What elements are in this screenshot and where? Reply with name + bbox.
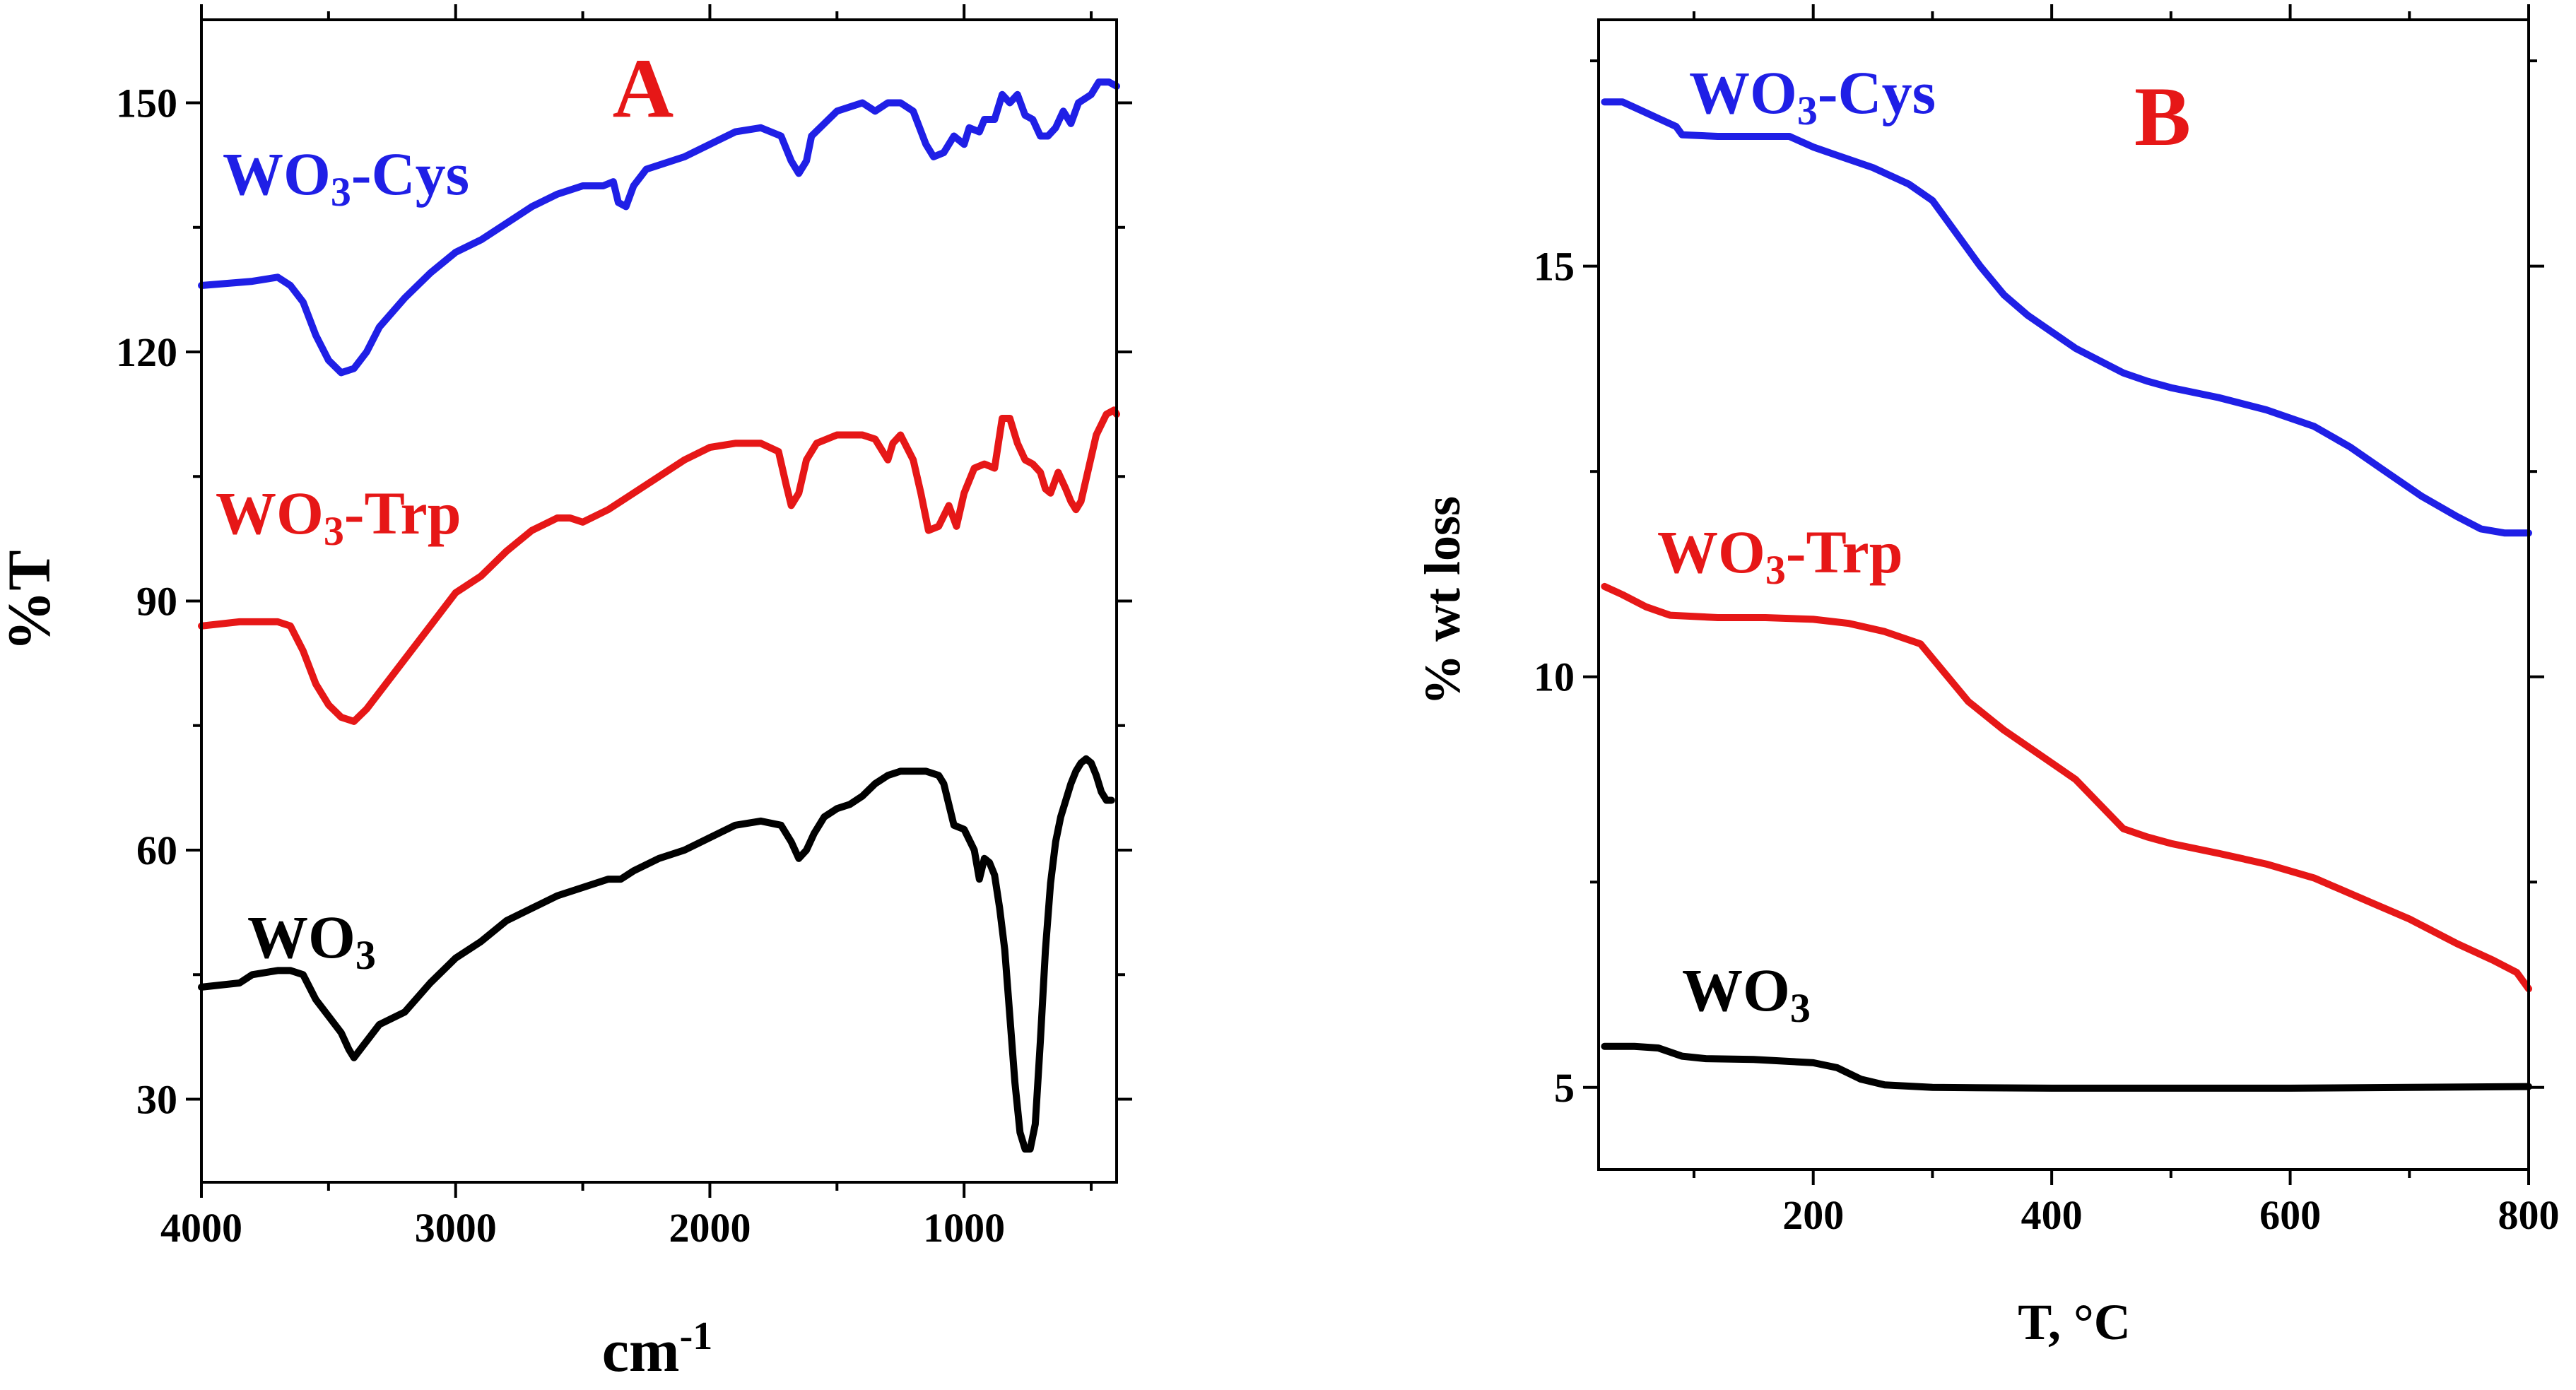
series-label-sub: 3 bbox=[1797, 88, 1818, 134]
x-tick-label: 400 bbox=[2021, 1192, 2083, 1238]
series-label-sub: 3 bbox=[324, 508, 344, 554]
series-label-tail: -Trp bbox=[1786, 518, 1903, 586]
x-tick-label: 200 bbox=[1782, 1192, 1844, 1238]
x-tick-label: 3000 bbox=[415, 1205, 497, 1251]
series-line-0 bbox=[1601, 98, 2532, 537]
series-label-sub: 3 bbox=[331, 169, 351, 215]
series-label-tail: -Trp bbox=[344, 479, 461, 547]
x-tick-label: 2000 bbox=[669, 1205, 751, 1251]
x-axis-label-main: cm bbox=[602, 1317, 680, 1384]
series-line-0 bbox=[198, 78, 1120, 377]
x-axis-label-sup: -1 bbox=[680, 1314, 713, 1358]
y-axis-label: %T bbox=[0, 550, 63, 651]
x-tick-label: 1000 bbox=[923, 1205, 1005, 1251]
series-label-2: WO3 bbox=[1682, 956, 1811, 1031]
x-axis-label: T, °C bbox=[2018, 1294, 2130, 1350]
series-label-0: WO3-Cys bbox=[1689, 59, 1936, 134]
series-line-2 bbox=[198, 755, 1115, 1153]
x-tick-label: 4000 bbox=[160, 1205, 242, 1251]
x-axis-label: cm-1 bbox=[602, 1314, 712, 1384]
panel-letter: A bbox=[613, 41, 674, 135]
series-label-main: WO bbox=[247, 903, 355, 971]
series-label-sub: 3 bbox=[355, 932, 376, 978]
y-tick-label: 10 bbox=[1534, 654, 1575, 700]
y-tick-label: 120 bbox=[116, 329, 177, 375]
series-label-main: WO bbox=[1682, 956, 1790, 1024]
y-tick-label: 5 bbox=[1554, 1065, 1575, 1111]
y-tick-label: 150 bbox=[116, 81, 177, 126]
series-line-2 bbox=[1601, 1042, 2532, 1092]
y-tick-label: 30 bbox=[136, 1077, 177, 1123]
series-line-1 bbox=[198, 406, 1120, 725]
plot-frame bbox=[1597, 18, 2530, 1171]
series-label-main: WO bbox=[223, 140, 331, 208]
series-label-2: WO3 bbox=[247, 903, 376, 978]
x-tick-label: 600 bbox=[2259, 1192, 2321, 1238]
panel-letter: B bbox=[2134, 69, 2191, 163]
x-tick-label: 800 bbox=[2498, 1192, 2560, 1238]
y-axis-label: % wt loss bbox=[1414, 496, 1471, 705]
y-tick-label: 60 bbox=[136, 827, 177, 873]
series-label-sub: 3 bbox=[1790, 985, 1811, 1031]
series-label-1: WO3-Trp bbox=[1657, 518, 1903, 593]
series-label-tail: -Cys bbox=[351, 140, 469, 208]
series-label-main: WO bbox=[216, 479, 324, 547]
series-label-sub: 3 bbox=[1765, 547, 1786, 593]
y-tick-label: 15 bbox=[1534, 244, 1575, 290]
series-line-1 bbox=[1601, 582, 2532, 993]
series-label-main: WO bbox=[1689, 59, 1797, 126]
series-label-1: WO3-Trp bbox=[216, 479, 461, 554]
series-label-0: WO3-Cys bbox=[223, 140, 469, 215]
y-tick-label: 90 bbox=[136, 579, 177, 625]
series-label-tail: -Cys bbox=[1818, 59, 1936, 126]
series-label-main: WO bbox=[1657, 518, 1765, 586]
